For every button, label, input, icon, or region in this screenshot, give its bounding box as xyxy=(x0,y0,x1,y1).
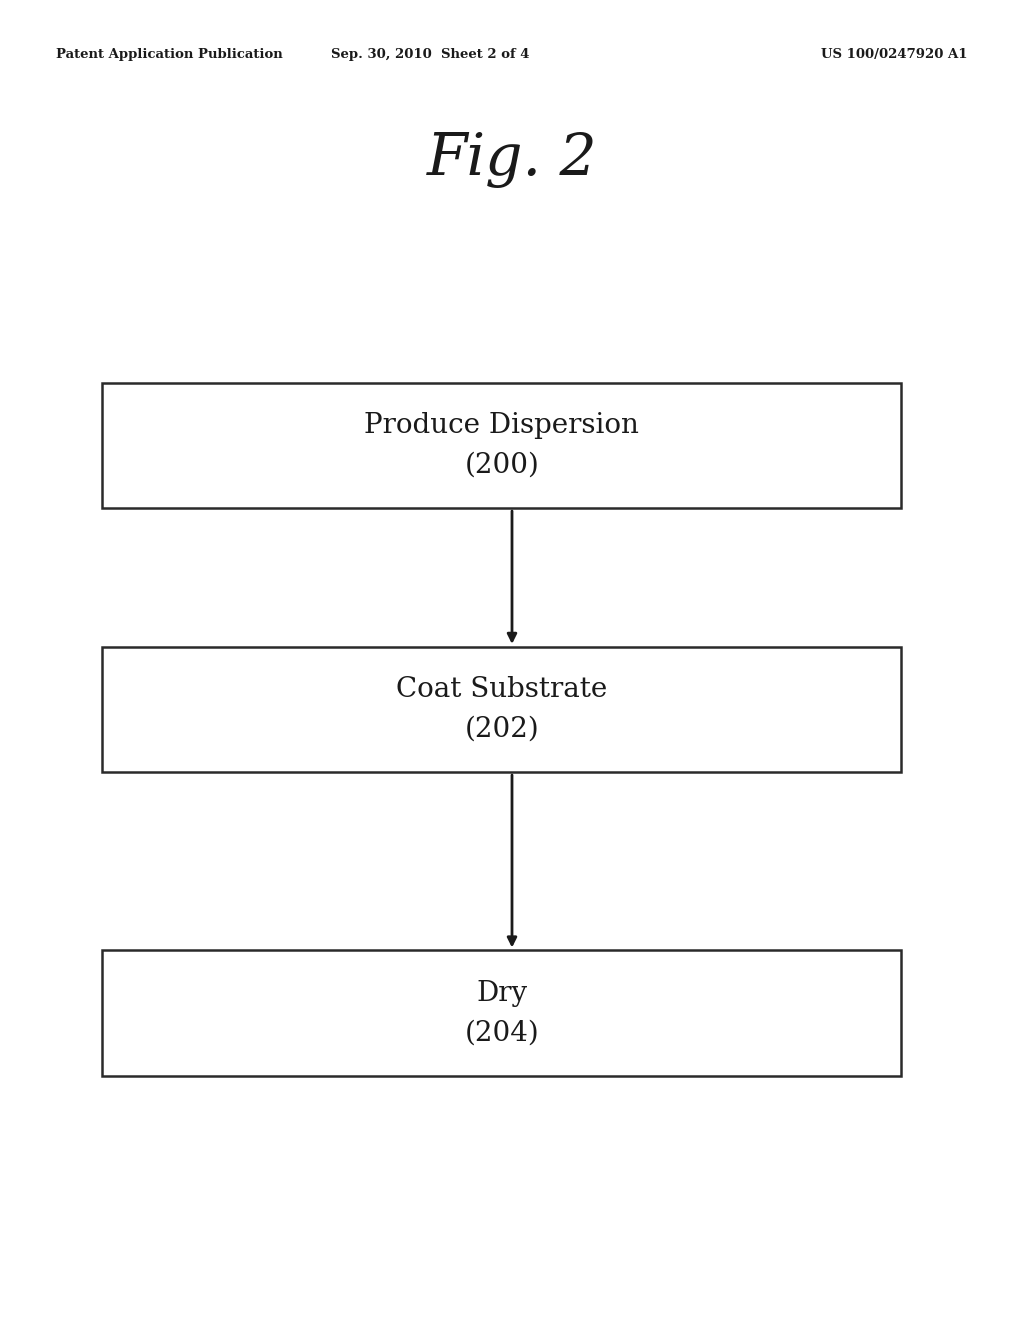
Text: US 100/0247920 A1: US 100/0247920 A1 xyxy=(821,48,968,61)
Bar xyxy=(102,950,901,1076)
Text: Sep. 30, 2010  Sheet 2 of 4: Sep. 30, 2010 Sheet 2 of 4 xyxy=(331,48,529,61)
Text: Patent Application Publication: Patent Application Publication xyxy=(56,48,283,61)
Text: Dry
(204): Dry (204) xyxy=(465,979,539,1047)
Text: Coat Substrate
(202): Coat Substrate (202) xyxy=(396,676,607,743)
Bar xyxy=(102,383,901,508)
Bar xyxy=(102,647,901,772)
Text: Fig. 2: Fig. 2 xyxy=(427,132,597,189)
Text: Produce Dispersion
(200): Produce Dispersion (200) xyxy=(365,412,639,479)
